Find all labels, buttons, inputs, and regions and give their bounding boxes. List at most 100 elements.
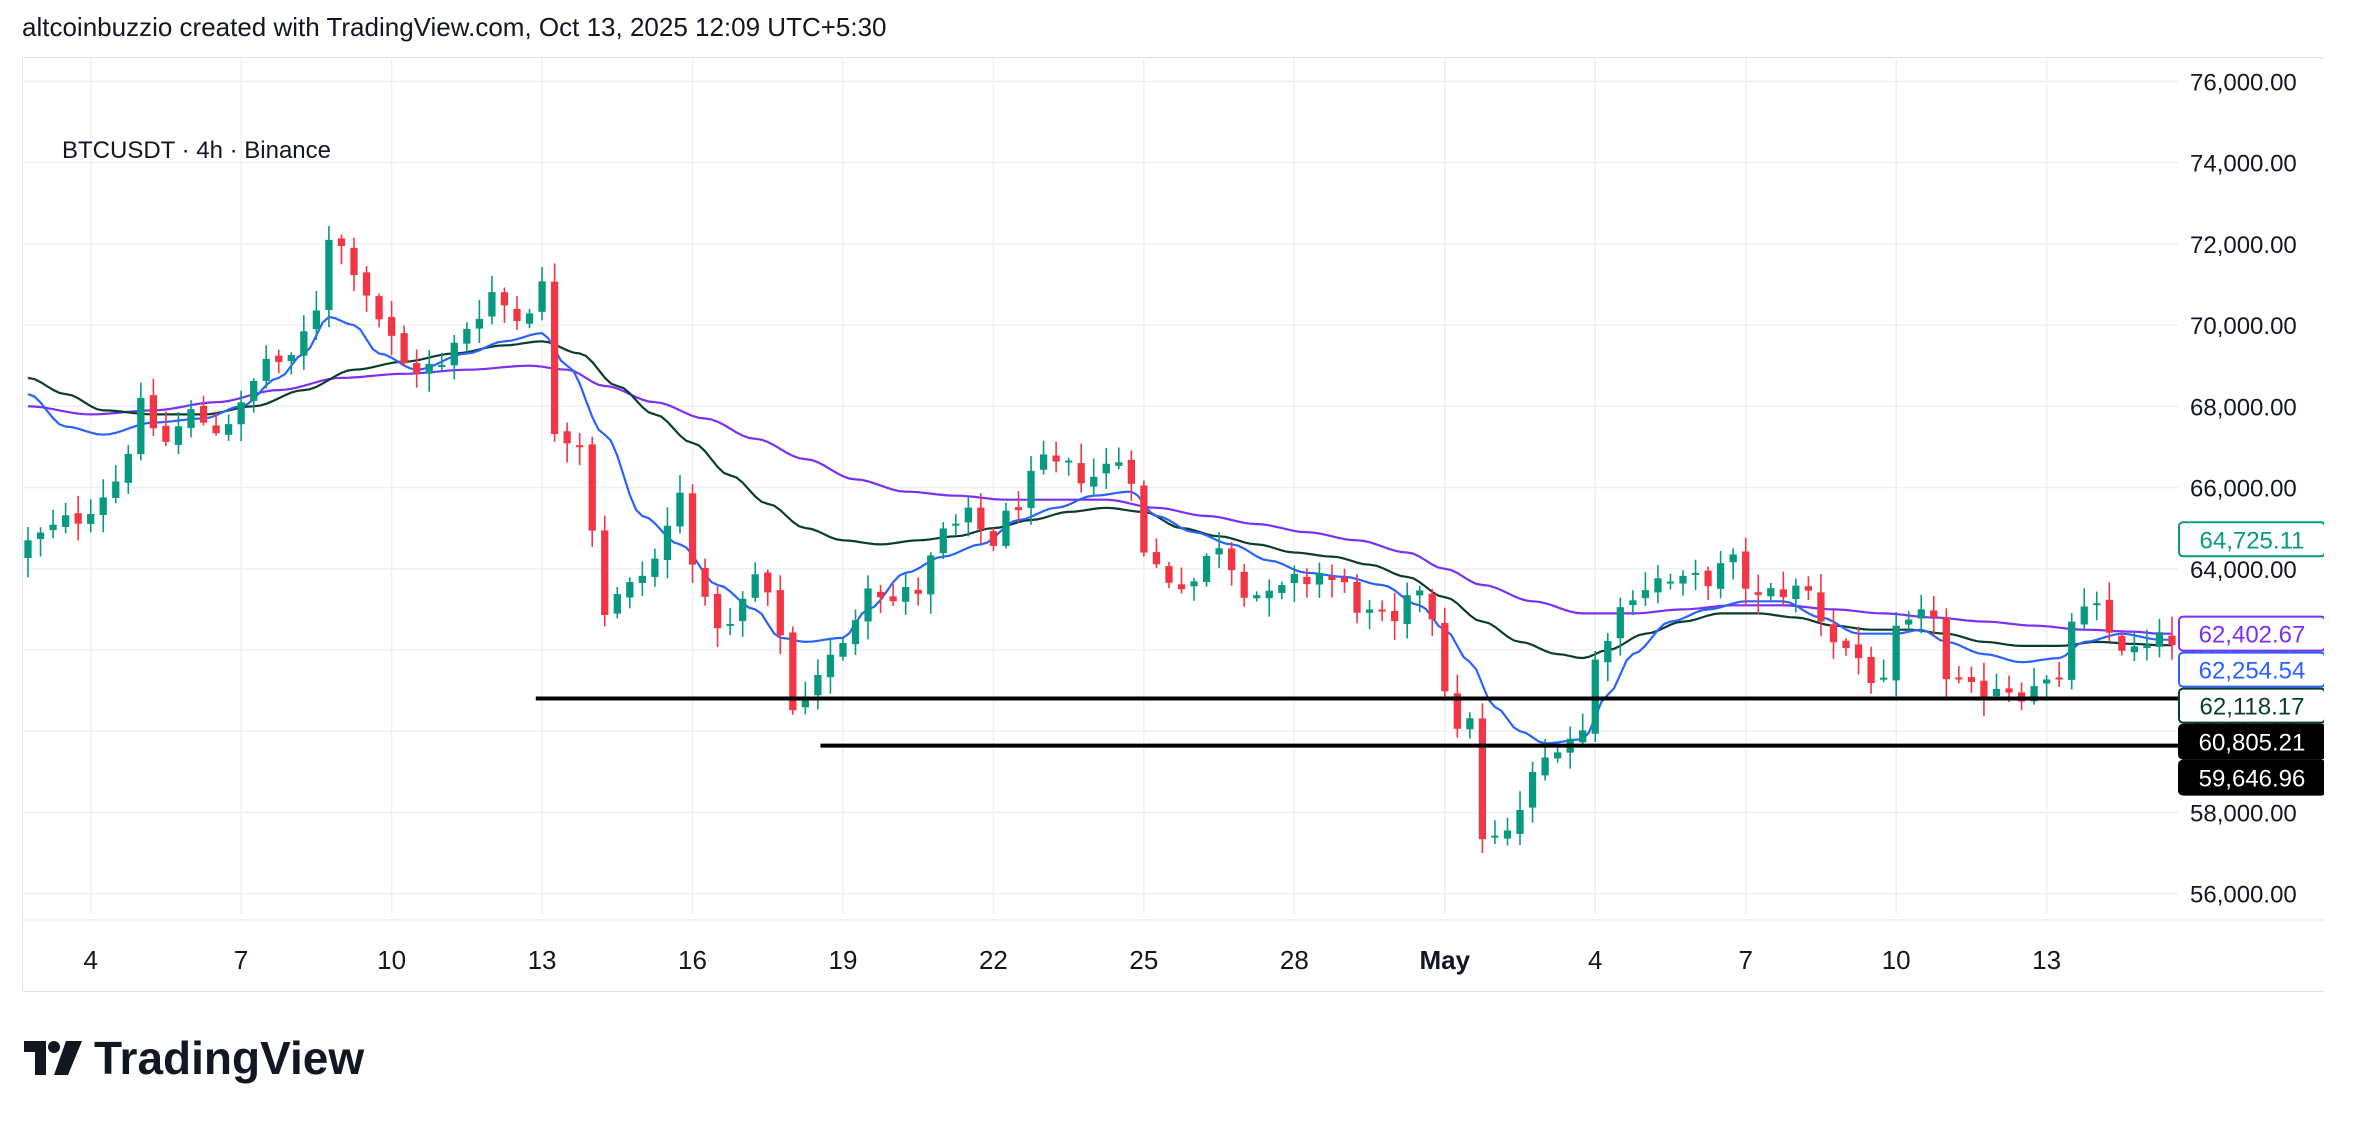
x-tick-label: 25 — [1129, 945, 1158, 975]
candle-body — [1378, 609, 1386, 612]
candle-body — [525, 313, 534, 324]
candle-body — [1892, 625, 1900, 681]
candle-body — [1716, 563, 1725, 589]
candle-body — [312, 310, 321, 330]
candle-body — [626, 581, 634, 598]
candle-body — [864, 588, 872, 622]
candle-body — [1265, 590, 1273, 599]
candle-body — [1930, 610, 1938, 618]
candle-body — [387, 316, 396, 336]
candle-body — [1065, 460, 1073, 463]
chart-panel[interactable]: 56,000.0058,000.0060,000.0062,000.0064,0… — [22, 57, 2324, 992]
ema-lines — [27, 315, 2172, 745]
candle-body — [2168, 635, 2176, 646]
candle-body — [1466, 718, 1474, 730]
candle-body — [1340, 577, 1349, 583]
candle-body — [413, 363, 421, 374]
candle-body — [550, 281, 559, 435]
candle-body — [1353, 581, 1361, 613]
candle-body — [839, 642, 847, 657]
candle-body — [2130, 646, 2139, 653]
price-label-box — [2178, 723, 2324, 760]
price-label-text: 62,118.17 — [2200, 694, 2305, 721]
price-label-box — [2178, 615, 2324, 652]
candle-body — [952, 523, 960, 526]
y-tick-label: 74,000.00 — [2190, 151, 2297, 178]
candle-body — [964, 507, 972, 523]
candle-body — [2055, 677, 2063, 680]
x-tick-label: 28 — [1280, 945, 1309, 975]
candle-body — [789, 632, 797, 711]
candle-body — [1253, 595, 1261, 599]
candle-body — [199, 405, 208, 423]
x-tick-label: 13 — [528, 945, 557, 975]
candle-body — [2118, 635, 2126, 651]
price-label-support: 59,646.96 — [2178, 759, 2324, 796]
candle-body — [463, 328, 471, 344]
candle-body — [350, 247, 358, 276]
candle-body — [1503, 830, 1512, 839]
candle-body — [1478, 718, 1487, 840]
x-tick-label: 10 — [377, 945, 406, 975]
x-tick-label: 7 — [1738, 945, 1752, 975]
candle-body — [488, 292, 496, 317]
candle-body — [1202, 555, 1211, 583]
candle-body — [751, 574, 759, 598]
price-label-box — [2178, 521, 2324, 558]
price-label-text: 64,725.11 — [2200, 527, 2305, 554]
candle-body — [237, 402, 245, 425]
candle-body — [1754, 592, 1762, 595]
candle-body — [814, 674, 822, 696]
candle-body — [1641, 590, 1650, 599]
symbol-legend[interactable]: BTCUSDT · 4h · Binance — [62, 137, 331, 164]
x-tick-label: May — [1420, 945, 1471, 975]
candle-body — [989, 531, 998, 546]
candle-body — [1679, 575, 1687, 584]
time-axis[interactable]: 4 7 10 13 16 19 22 25 28 May 4 7 10 13 — [83, 945, 2061, 975]
candle-body — [1905, 619, 1913, 625]
tradingview-logo-icon — [24, 1041, 82, 1075]
candle-body — [262, 358, 270, 381]
candle-body — [1629, 600, 1637, 606]
candle-body — [1240, 571, 1248, 598]
candle-body — [1616, 607, 1624, 639]
candle-body — [2030, 686, 2038, 702]
candle-body — [250, 380, 258, 401]
candle-body — [1867, 656, 1875, 684]
candle-body — [1140, 485, 1148, 553]
x-tick-label: 4 — [1588, 945, 1602, 975]
tradingview-logo: TradingView — [24, 1030, 364, 1086]
candle-body — [927, 555, 935, 595]
price-label-text: 60,805.21 — [2199, 730, 2306, 757]
candle-body — [726, 623, 734, 626]
ema-fast-line — [27, 315, 2172, 745]
candle-body — [300, 331, 308, 356]
candle-body — [49, 524, 57, 531]
candle-body — [162, 425, 170, 442]
candle-body — [513, 308, 521, 322]
support-lines[interactable] — [535, 696, 2184, 748]
y-tick-label: 70,000.00 — [2190, 313, 2297, 340]
x-tick-label: 16 — [678, 945, 707, 975]
grid-lines — [22, 57, 2324, 992]
candles — [24, 225, 2176, 853]
candle-body — [1165, 566, 1173, 583]
x-tick-label: 22 — [979, 945, 1008, 975]
candle-body — [1967, 677, 1976, 682]
candle-body — [87, 514, 95, 524]
candle-body — [601, 530, 609, 615]
price-label-box — [2178, 687, 2324, 724]
candle-body — [1854, 644, 1863, 659]
candle-body — [24, 540, 32, 559]
ema-slow-line — [27, 364, 2172, 635]
candle-body — [124, 453, 132, 483]
candle-body — [2042, 679, 2051, 684]
candle-body — [337, 238, 346, 246]
candle-body — [1039, 454, 1048, 470]
candle-body — [450, 342, 458, 366]
candle-body — [1917, 609, 1925, 619]
price-label-ema-mid: 62,118.17 — [2178, 687, 2324, 724]
price-chart[interactable]: 56,000.0058,000.0060,000.0062,000.0064,0… — [22, 57, 2324, 992]
candle-body — [1817, 592, 1825, 622]
candle-body — [826, 654, 835, 678]
